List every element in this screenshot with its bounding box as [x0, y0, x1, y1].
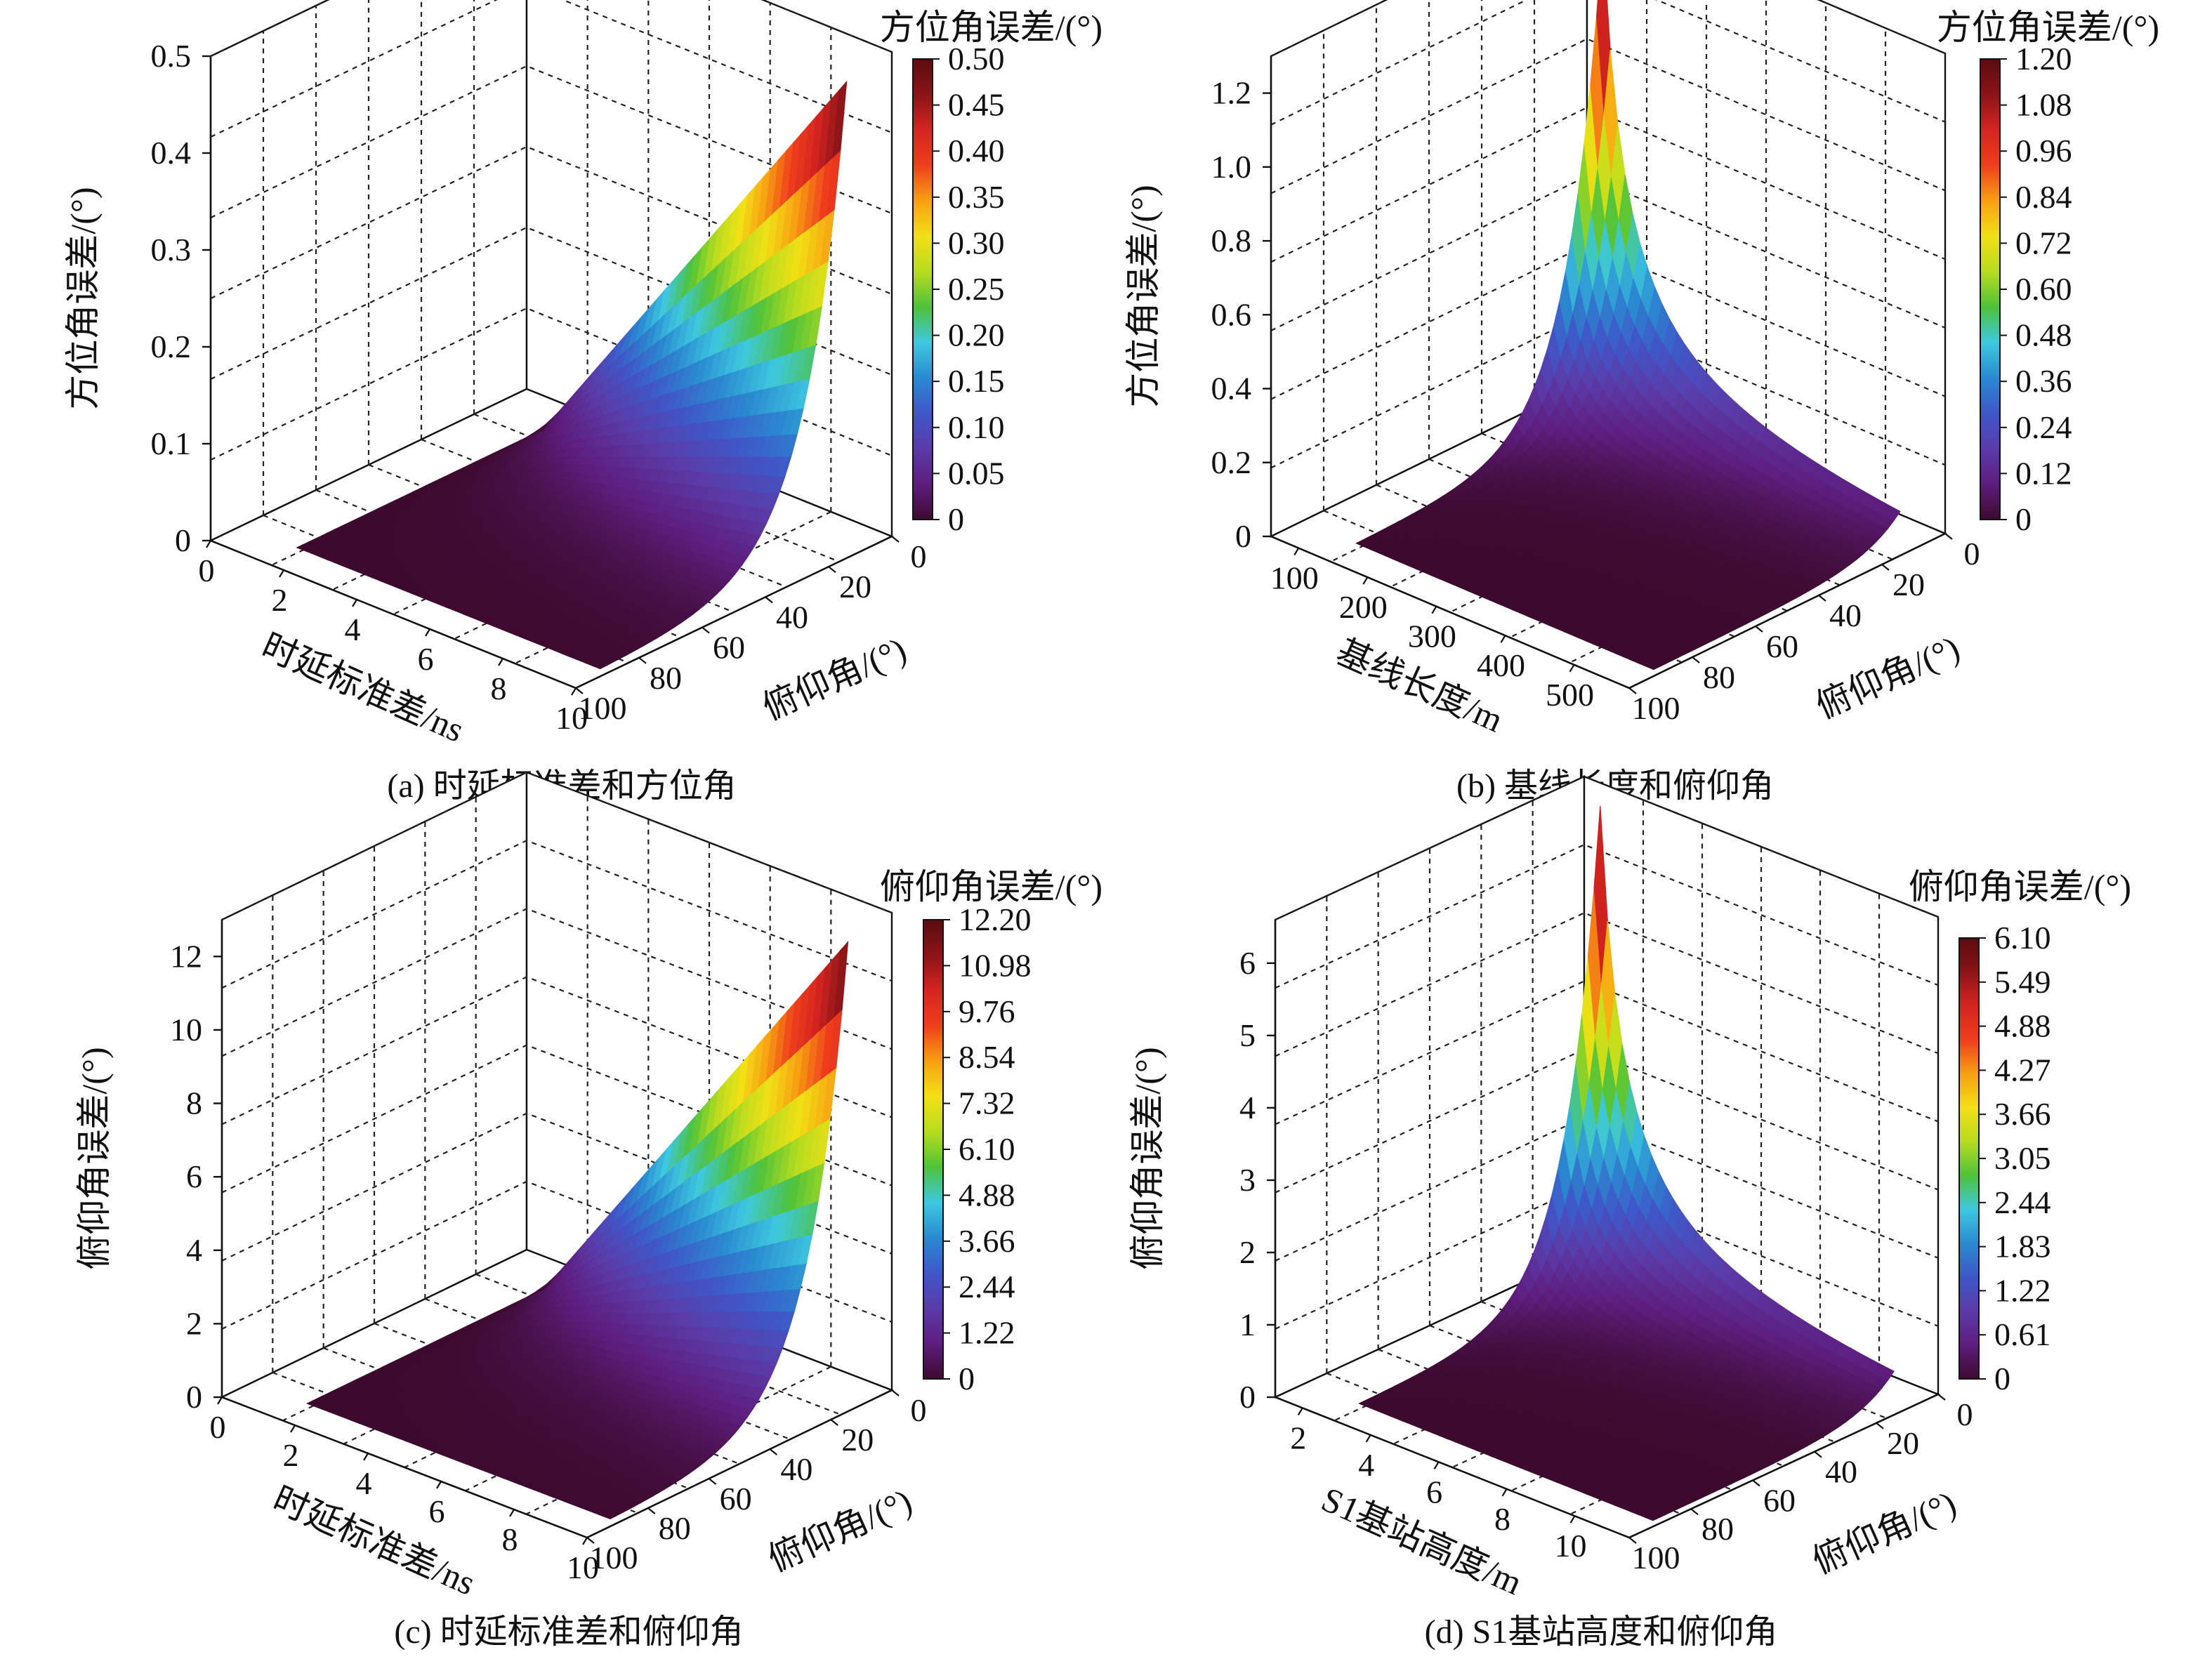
y-tick-mark: [829, 567, 836, 572]
x-tick-label: 6: [418, 641, 434, 677]
y-tick-mark: [702, 628, 709, 633]
z-tick-label: 0: [175, 522, 191, 558]
z-tick-label: 0.4: [1211, 371, 1252, 407]
z-tick-label: 0.1: [151, 425, 192, 461]
x-tick-mark: [353, 600, 357, 607]
colorbar-tick-label: 0.36: [2015, 363, 2072, 399]
x-tick-label: 2: [272, 582, 288, 618]
colorbar-tick-label: 0: [948, 501, 964, 537]
y-tick-label: 80: [650, 660, 682, 696]
colorbar-tick-label: 0.96: [2015, 133, 2072, 169]
x-tick-label: 4: [345, 612, 361, 647]
x-axis-label: 时延标准差/ns: [256, 626, 470, 750]
colorbar-tick-label: 0.35: [948, 179, 1005, 215]
y-tick-mark: [892, 536, 899, 542]
x-tick-mark: [206, 541, 211, 548]
y-tick-label: 0: [911, 539, 927, 574]
colorbar-tick-label: 0.12: [2015, 455, 2072, 491]
z-tick-label: 0: [1235, 518, 1251, 554]
z-tick-label: 1.0: [1211, 149, 1252, 185]
z-tick-label: 0.3: [151, 232, 192, 267]
z-tick-label: 0.5: [151, 38, 192, 74]
y-tick-label: 60: [1766, 628, 1798, 664]
z-tick-label: 0.6: [1211, 296, 1252, 332]
colorbar-tick-label: 0.45: [948, 87, 1005, 123]
chart-panel-c: 024681012俯仰角误差/(°)0246810时延标准差/ns0204060…: [74, 772, 1102, 1651]
colorbar-tick-label: 0.72: [2015, 225, 2072, 260]
y-axis-label: 俯仰角/(°): [756, 630, 911, 727]
colorbar-tick-label: 0.20: [948, 317, 1005, 353]
colorbar-tick-label: 0.05: [948, 455, 1005, 491]
x-tick-label: 8: [491, 670, 507, 706]
y-tick-label: 20: [839, 569, 871, 605]
z-tick-label: 0.2: [151, 329, 192, 364]
x-tick-mark: [1363, 577, 1367, 584]
x-tick-label: 0: [199, 553, 215, 588]
colorbar-tick-label: 1.08: [2015, 87, 2072, 123]
colorbar-tick-label: 0.24: [2015, 409, 2072, 445]
z-tick-label: 0.8: [1211, 223, 1252, 258]
colorbar-tick-label: 0.10: [948, 409, 1005, 445]
y-tick-label: 40: [776, 599, 808, 635]
x-tick-label: 200: [1339, 589, 1388, 625]
y-tick-mark: [1945, 534, 1952, 539]
x-tick-mark: [1432, 607, 1436, 614]
y-axis-label: 俯仰角/(°): [1810, 628, 1965, 726]
y-tick-label: 40: [1829, 597, 1862, 633]
z-axis-label: 方位角误差/(°): [1124, 185, 1163, 407]
y-tick-label: 80: [1703, 659, 1735, 695]
z-tick-label: 0.2: [1211, 444, 1252, 480]
x-tick-mark: [426, 629, 430, 636]
y-tick-label: 100: [1632, 690, 1680, 726]
chart-panel-a: 00.10.20.30.40.5方位角误差/(°)0246810时延标准差/ns…: [63, 0, 1102, 805]
x-tick-mark: [1570, 665, 1574, 672]
x-tick-mark: [572, 688, 576, 695]
colorbar-tick-label: 0: [2015, 501, 2032, 537]
colorbar-title: 方位角误差/(°): [880, 8, 1102, 47]
x-tick-mark: [499, 659, 503, 666]
colorbar-tick-label: 0.84: [2015, 179, 2072, 215]
z-axis-label: 方位角误差/(°): [63, 187, 103, 409]
x-tick-mark: [1501, 635, 1505, 642]
y-tick-mark: [639, 658, 646, 663]
y-tick-label: 100: [579, 690, 627, 726]
colorbar: [1980, 59, 2000, 520]
y-tick-label: 60: [713, 630, 745, 666]
y-tick-mark: [1819, 595, 1826, 601]
colorbar-tick-label: 0.15: [948, 363, 1005, 399]
colorbar-tick-label: 0.48: [2015, 317, 2072, 353]
z-tick-label: 0.4: [151, 135, 192, 171]
x-tick-mark: [279, 570, 284, 577]
chart-panel-b: 00.20.40.60.81.01.2方位角误差/(°)100200300400…: [1124, 0, 2159, 805]
colorbar: [913, 59, 933, 520]
y-tick-mark: [1756, 626, 1763, 632]
x-tick-label: 400: [1477, 647, 1525, 683]
y-tick-mark: [765, 597, 772, 602]
x-tick-label: 300: [1408, 619, 1456, 654]
colorbar-title: 方位角误差/(°): [1937, 8, 2159, 47]
colorbar-tick-label: 0.25: [948, 271, 1005, 307]
colorbar-tick-label: 0.60: [2015, 271, 2072, 307]
x-tick-label: 500: [1546, 677, 1594, 713]
y-tick-mark: [1882, 564, 1889, 570]
y-tick-mark: [1692, 657, 1699, 663]
colorbar-tick-label: 0.30: [948, 225, 1005, 260]
x-tick-label: 100: [1270, 560, 1319, 596]
x-tick-mark: [1294, 548, 1298, 555]
z-tick-label: 1.2: [1211, 75, 1252, 111]
y-tick-label: 0: [1964, 536, 1980, 572]
y-tick-label: 20: [1892, 567, 1925, 602]
colorbar-tick-label: 0.40: [948, 133, 1005, 169]
